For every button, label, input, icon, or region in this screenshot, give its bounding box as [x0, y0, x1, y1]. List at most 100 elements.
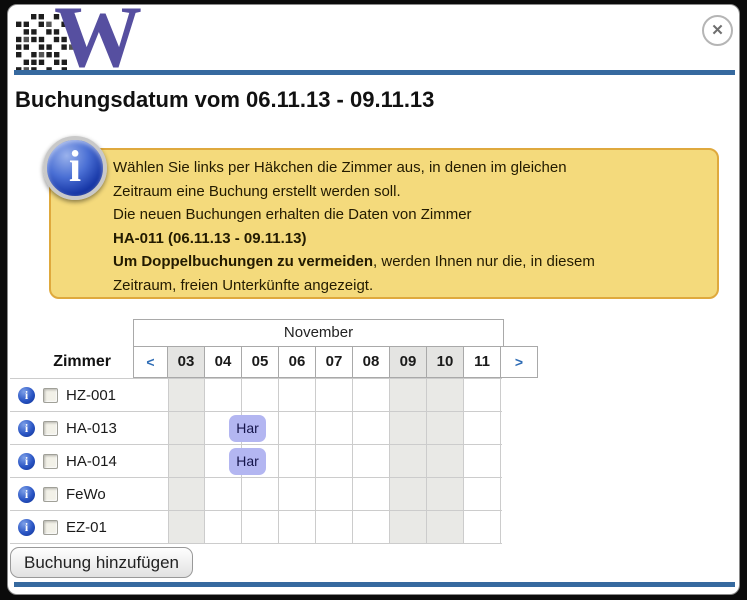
calendar-cell — [168, 478, 205, 510]
calendar-cell — [427, 478, 464, 510]
calendar-cell — [427, 511, 464, 543]
room-checkbox[interactable] — [43, 420, 58, 436]
calendar-cell — [427, 445, 464, 477]
room-name: HA-013 — [66, 419, 117, 437]
info-box: Wählen Sie links per Häkchen die Zimmer … — [49, 148, 719, 299]
room-row-left: i HA-014 — [10, 445, 168, 477]
calendar-cell — [205, 379, 242, 411]
info-line-bold: Um Doppelbuchungen zu vermeiden — [113, 253, 374, 270]
room-row-fewo: i FeWo — [10, 478, 502, 511]
availability-calendar: November Zimmer < 03 04 05 06 07 08 09 1… — [8, 319, 739, 549]
calendar-cell — [279, 445, 316, 477]
month-header: November — [133, 319, 504, 347]
room-row-left: i EZ-01 — [10, 511, 168, 543]
day-header-11: 11 — [464, 346, 501, 378]
calendar-cell — [464, 379, 501, 411]
day-header-04: 04 — [205, 346, 242, 378]
room-checkbox[interactable] — [43, 453, 58, 469]
close-button[interactable]: ✕ — [702, 15, 733, 46]
room-row-left: i FeWo — [10, 478, 168, 510]
day-header-06: 06 — [279, 346, 316, 378]
info-icon: i — [43, 136, 107, 200]
calendar-cell — [390, 379, 427, 411]
room-row-ez-01: i EZ-01 — [10, 511, 502, 544]
calendar-cell — [205, 478, 242, 510]
day-header-10: 10 — [427, 346, 464, 378]
room-info-icon[interactable]: i — [18, 518, 35, 536]
calendar-cell — [464, 478, 501, 510]
calendar-cell — [464, 445, 501, 477]
calendar-cell — [242, 379, 279, 411]
info-line: Zeitraum, freien Unterkünfte angezeigt. — [113, 276, 374, 294]
room-name: EZ-01 — [66, 518, 107, 536]
logo-letter: W — [54, 4, 142, 86]
room-row-ha-014: i HA-014 Har — [10, 445, 502, 478]
room-info-icon[interactable]: i — [18, 485, 35, 503]
calendar-cell — [242, 478, 279, 510]
close-icon: ✕ — [711, 22, 724, 39]
room-rows: i HZ-001 i HA-013 — [10, 378, 502, 544]
room-checkbox[interactable] — [43, 387, 58, 403]
calendar-cell — [279, 412, 316, 444]
info-line-rest: , werden Ihnen nur die, in diesem — [373, 253, 595, 270]
calendar-cell — [427, 412, 464, 444]
calendar-cell — [168, 511, 205, 543]
room-row-left: i HA-013 — [10, 412, 168, 444]
booking-badge: Har — [229, 415, 266, 442]
calendar-cell — [353, 445, 390, 477]
booking-badge: Har — [229, 448, 266, 475]
calendar-cell — [353, 478, 390, 510]
calendar-cell — [242, 511, 279, 543]
room-name: HA-014 — [66, 452, 117, 470]
calendar-cell — [390, 445, 427, 477]
calendar-cell — [279, 379, 316, 411]
room-info-icon[interactable]: i — [18, 452, 35, 470]
calendar-cell — [353, 412, 390, 444]
app-logo: W — [14, 5, 164, 82]
info-line: Um Doppelbuchungen zu vermeiden, werden … — [113, 250, 703, 274]
calendar-cell — [316, 478, 353, 510]
date-header-row: Zimmer < 03 04 05 06 07 08 09 10 11 > — [8, 346, 538, 378]
calendar-cell — [242, 412, 279, 444]
next-period-button[interactable]: > — [501, 346, 538, 378]
day-header-09: 09 — [390, 346, 427, 378]
calendar-cell — [353, 379, 390, 411]
calendar-cell — [464, 412, 501, 444]
calendar-cell — [316, 379, 353, 411]
room-row-hz-001: i HZ-001 — [10, 379, 502, 412]
room-info-icon[interactable]: i — [18, 419, 35, 437]
room-name: FeWo — [66, 485, 106, 503]
prev-period-button[interactable]: < — [133, 346, 168, 378]
day-header-03: 03 — [168, 346, 205, 378]
room-row-ha-013: i HA-013 Har — [10, 412, 502, 445]
calendar-cell — [353, 511, 390, 543]
room-checkbox[interactable] — [43, 486, 58, 502]
rooms-column-header: Zimmer — [53, 353, 111, 370]
page-title: Buchungsdatum vom 06.11.13 - 09.11.13 — [15, 87, 435, 112]
booking-dialog: W ✕ Buchungsdatum vom 06.11.13 - 09.11.1… — [7, 4, 740, 595]
info-line: Die neuen Buchungen erhalten die Daten v… — [113, 206, 472, 223]
room-checkbox[interactable] — [43, 519, 58, 535]
calendar-cell — [390, 478, 427, 510]
logo-pixel-pattern — [16, 14, 75, 73]
day-header-08: 08 — [353, 346, 390, 378]
info-line-source-room: HA-011 (06.11.13 - 09.11.13) — [113, 229, 307, 247]
calendar-cell — [205, 511, 242, 543]
calendar-cell — [168, 445, 205, 477]
day-header-07: 07 — [316, 346, 353, 378]
room-info-icon[interactable]: i — [18, 386, 35, 404]
divider-top — [14, 70, 735, 75]
calendar-cell — [279, 511, 316, 543]
divider-bottom — [14, 582, 735, 587]
add-booking-button[interactable]: Buchung hinzufügen — [10, 547, 193, 578]
day-header-05: 05 — [242, 346, 279, 378]
calendar-cell — [464, 511, 501, 543]
calendar-cell — [390, 412, 427, 444]
calendar-cell — [279, 478, 316, 510]
calendar-cell — [168, 412, 205, 444]
calendar-cell — [427, 379, 464, 411]
info-icon-glyph: i — [68, 142, 82, 191]
calendar-cell — [242, 445, 279, 477]
info-line: Wählen Sie links per Häkchen die Zimmer … — [113, 159, 567, 176]
